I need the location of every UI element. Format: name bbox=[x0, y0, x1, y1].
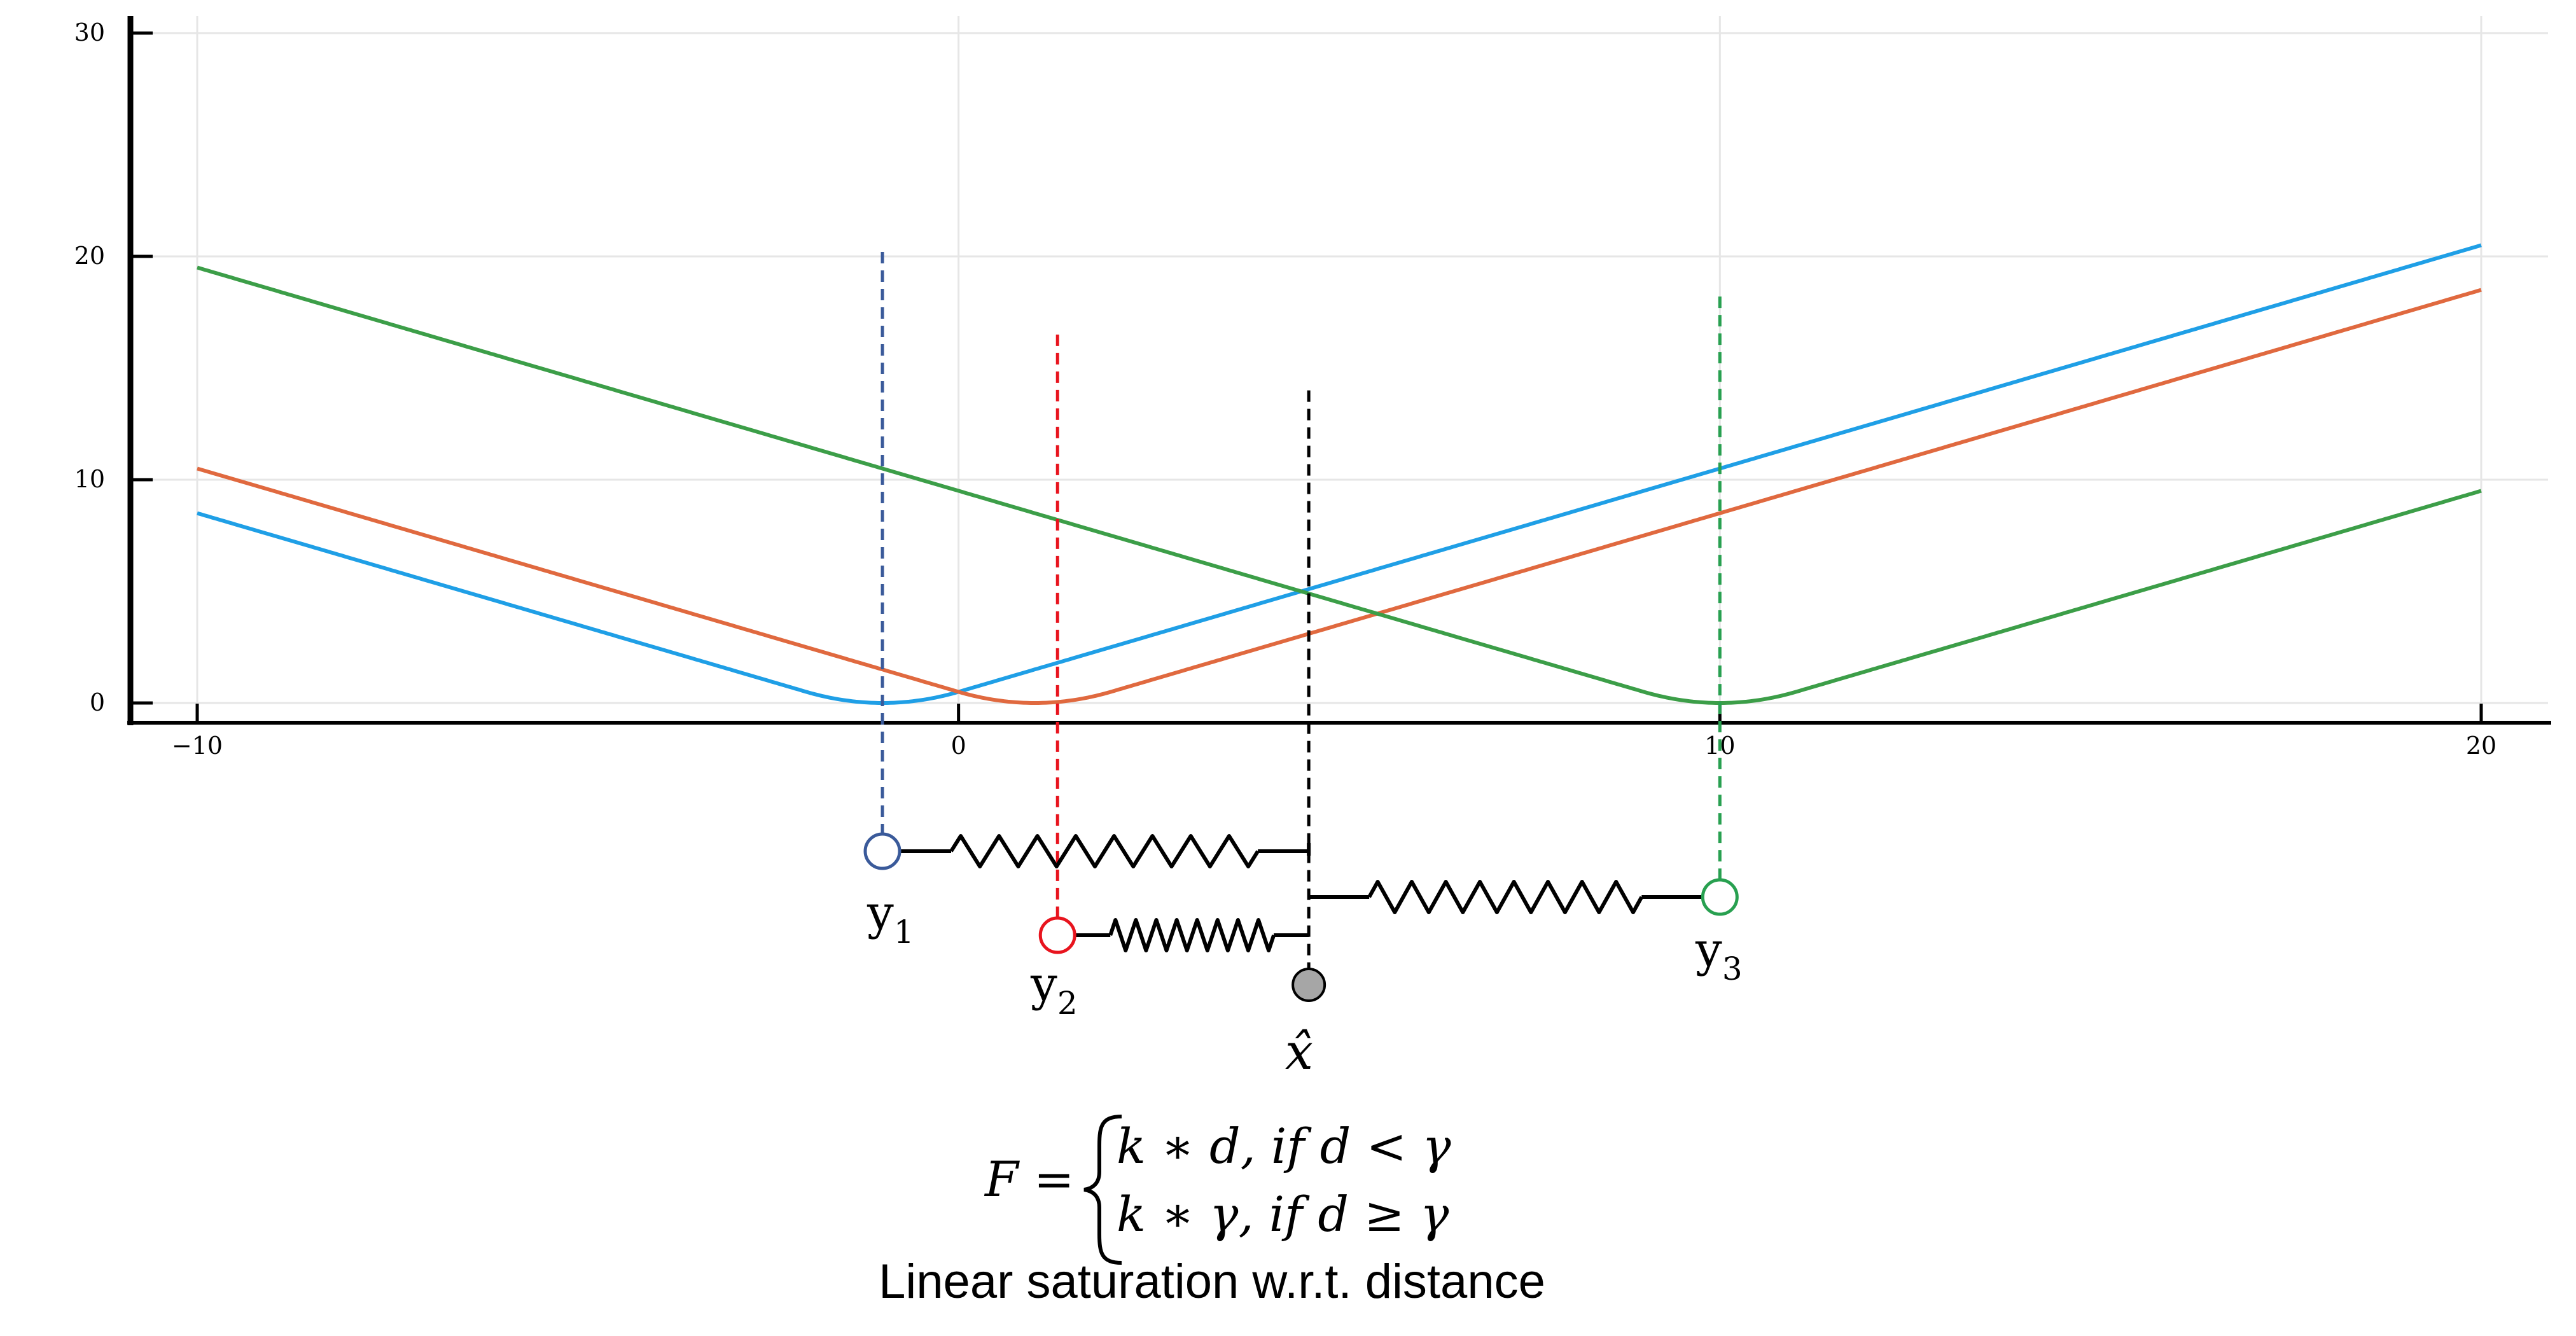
x-tick-label: −10 bbox=[172, 732, 223, 760]
node-x-hat bbox=[1291, 968, 1326, 1002]
node-y3 bbox=[1701, 878, 1739, 916]
formula: F = k ∗ d, if d < γ k ∗ γ, if d ≥ γ bbox=[984, 1115, 1451, 1265]
label-y2: y2 bbox=[1030, 957, 1078, 1022]
curves bbox=[197, 243, 2482, 705]
series-line-2 bbox=[197, 288, 2482, 705]
label-y3: y3 bbox=[1695, 922, 1743, 987]
spring-y1-coil bbox=[949, 834, 1260, 868]
grid bbox=[130, 16, 2548, 721]
formula-case-2: k ∗ γ, if d ≥ γ bbox=[1117, 1186, 1449, 1242]
spring-y3-coil bbox=[1367, 880, 1643, 914]
y-tick-label: 30 bbox=[74, 18, 105, 46]
label-y1: y1 bbox=[867, 886, 914, 950]
formula-lhs: F = bbox=[984, 1151, 1075, 1207]
y-tick-label: 10 bbox=[74, 465, 105, 493]
caption: Linear saturation w.r.t. distance bbox=[879, 1255, 1545, 1309]
node-y1 bbox=[863, 832, 902, 870]
series-line-1 bbox=[197, 243, 2482, 705]
x-tick-label: 0 bbox=[951, 732, 966, 760]
formula-case-1: k ∗ d, if d < γ bbox=[1117, 1118, 1451, 1174]
y-tick-label: 20 bbox=[74, 242, 105, 270]
formula-brace bbox=[1083, 1115, 1122, 1265]
label-x-hat: x̂ bbox=[1285, 1024, 1313, 1081]
x-tick-label: 20 bbox=[2466, 732, 2496, 760]
spring-y2-coil bbox=[1108, 918, 1276, 952]
node-y2 bbox=[1038, 916, 1076, 954]
series-line-3 bbox=[197, 265, 2482, 705]
y-tick-label: 0 bbox=[90, 688, 105, 716]
guide-lines bbox=[881, 251, 1722, 985]
spring-diagram bbox=[863, 832, 1739, 1002]
